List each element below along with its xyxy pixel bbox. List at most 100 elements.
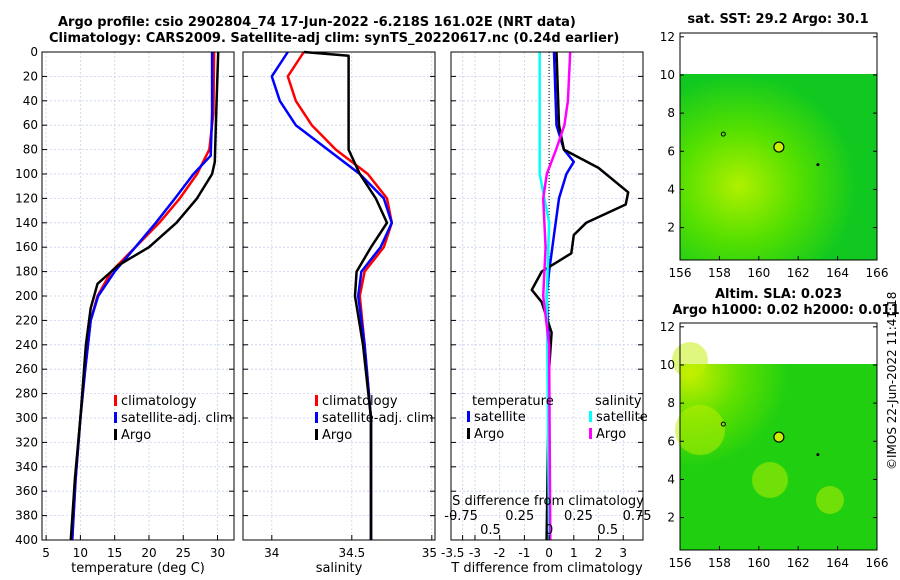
y-tick-label: 20 — [23, 69, 38, 83]
island-marker — [816, 163, 820, 167]
series-argo — [303, 50, 389, 540]
title-line-1: Argo profile: csio 2902804_74 17-Jun-202… — [58, 15, 576, 30]
x-tick-label: 166 — [866, 556, 889, 570]
credit-text: ©IMOS 22-Jun-2022 11:41:18 — [885, 291, 899, 470]
y-tick-label: 4 — [667, 182, 675, 196]
y-tick-label: 80 — [23, 143, 38, 157]
legend-swatch — [315, 395, 318, 406]
y-tick-label: 340 — [15, 460, 38, 474]
map-frame — [679, 322, 878, 551]
argo-position-marker — [773, 431, 785, 443]
x-axis-label: salinity — [316, 561, 363, 576]
x-tick-label: 166 — [866, 266, 889, 280]
y-tick-label: 6 — [667, 144, 675, 158]
legend-label: climatology — [322, 394, 398, 409]
profile-panel-1: 0 20 40 60 80 100 120 140 160 180 200 220 240 260 280 3… — [15, 45, 235, 576]
x-axis-label: temperature (deg C) — [71, 561, 205, 576]
legend-swatch — [589, 411, 592, 422]
profile-panel-3: -3.5 -3 -2 -1 0 1 2 3T difference from climatol… — [441, 51, 652, 576]
y-tick-label: 10 — [660, 358, 675, 372]
x-tick-label: 2 — [595, 546, 603, 560]
map-subtitle: Argo h1000: 0.02 h2000: 0.011 — [672, 303, 899, 318]
y-tick-label: 300 — [15, 411, 38, 425]
y-tick-label: 100 — [15, 167, 38, 181]
y-tick-label: 400 — [15, 533, 38, 547]
legend-swatch — [467, 428, 470, 439]
legend-swatch — [114, 412, 117, 423]
y-tick-label: 8 — [667, 396, 675, 410]
legend-swatch — [114, 429, 117, 440]
x-tick-label: -2 — [494, 546, 506, 560]
argo-position-marker — [773, 141, 785, 153]
x-tick-label: 5 — [42, 546, 50, 560]
x-tick-label: 162 — [787, 556, 810, 570]
x-tick-label: 1 — [570, 546, 578, 560]
x-tick-label: 0 — [545, 546, 553, 560]
sla-heatmap — [680, 364, 877, 550]
island-marker — [816, 453, 820, 457]
x-axis-label: T difference from climatology — [450, 561, 643, 576]
x-tick-label: 160 — [747, 266, 770, 280]
x-tick-label: -1 — [518, 546, 530, 560]
y-tick-label: 180 — [15, 265, 38, 279]
y-tick-label: 380 — [15, 509, 38, 523]
y-tick-label: 4 — [667, 472, 675, 486]
legend-label: Argo — [474, 427, 504, 442]
legend-swatch — [315, 412, 318, 423]
map-frame — [679, 32, 878, 261]
y-tick-label: 120 — [15, 191, 38, 205]
legend-swatch — [315, 429, 318, 440]
x-tick-label: 156 — [669, 556, 692, 570]
y-tick-label: 360 — [15, 484, 38, 498]
x-tick-label: -3 — [469, 546, 481, 560]
x2-tick-label: 0.25 — [564, 509, 593, 524]
sla-anomaly — [752, 462, 788, 498]
y-tick-label: 280 — [15, 387, 38, 401]
sla-anomaly — [675, 405, 725, 455]
legend-label: Argo — [596, 427, 626, 442]
sla-anomaly — [672, 342, 708, 378]
legend-swatch — [114, 395, 117, 406]
y-tick-label: 12 — [660, 30, 675, 44]
series-argo — [69, 51, 220, 541]
legend-label: satellite-adj. clim — [322, 411, 434, 426]
profile-panel-2: 34 34.5 35 salinity climatology satellite-adj… — [242, 50, 437, 576]
x-tick-label: 34 — [264, 546, 279, 560]
legend-label: satellite — [596, 410, 648, 425]
x2-tick-label: -0.75 — [444, 509, 478, 524]
legend-label: climatology — [121, 394, 197, 409]
series-salinity-argo — [541, 51, 572, 541]
x-tick-label: 156 — [669, 266, 692, 280]
x-tick-label: 3 — [619, 546, 627, 560]
x2-axis-label: S difference from climatology — [452, 494, 644, 509]
y-tick-label: 160 — [15, 240, 38, 254]
legend-title-temperature: temperature — [472, 394, 554, 409]
x-tick-label: 15 — [107, 546, 122, 560]
x2-tick-label: 0.75 — [623, 509, 652, 524]
y-tick-label: 10 — [660, 68, 675, 82]
x-tick-label: 164 — [826, 556, 849, 570]
y-tick-label: 8 — [667, 106, 675, 120]
x-tick-label: 35 — [422, 546, 437, 560]
y-tick-label: 12 — [660, 320, 675, 334]
map-panel-2: 156 158 160 162 164 166 2 4 6 8 10 12 Altim. SLA: 0.… — [660, 287, 900, 570]
y-tick-label: 200 — [15, 289, 38, 303]
legend-label: Argo — [121, 428, 151, 443]
x-tick-label: 158 — [708, 266, 731, 280]
x-tick-label: 34.5 — [338, 546, 365, 560]
island-marker — [720, 131, 726, 137]
x2-tick-label: 0 — [545, 523, 553, 538]
x2-tick-label: 0.5 — [597, 523, 618, 538]
legend-label: satellite-adj. clim — [121, 411, 233, 426]
y-tick-label: 240 — [15, 338, 38, 352]
legend-swatch — [589, 428, 592, 439]
y-tick-label: 2 — [667, 511, 675, 525]
x-tick-label: 164 — [826, 266, 849, 280]
y-tick-label: 2 — [667, 221, 675, 235]
sst-heatmap — [680, 74, 877, 260]
legend-swatch — [467, 411, 470, 422]
x2-tick-label: 0.25 — [505, 509, 534, 524]
map-title: Altim. SLA: 0.023 — [715, 287, 842, 302]
